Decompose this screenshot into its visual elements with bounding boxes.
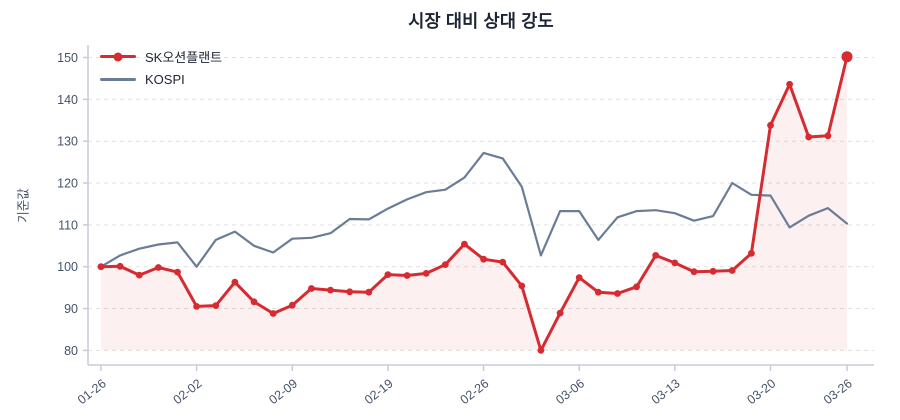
sk-marker xyxy=(786,80,793,88)
sk-marker xyxy=(728,267,736,274)
sk-marker xyxy=(155,264,162,271)
x-tick-label: 03-26 xyxy=(821,376,855,407)
sk-marker xyxy=(767,121,774,129)
sk-marker xyxy=(480,255,487,263)
sk-marker xyxy=(499,258,507,266)
legend: SK오션플랜트 KOSPI xyxy=(100,47,222,87)
sk-marker xyxy=(575,274,583,281)
sk-marker xyxy=(308,285,315,292)
sk-marker xyxy=(614,290,621,297)
sk-marker xyxy=(384,271,392,278)
y-tick-label: 110 xyxy=(58,218,78,232)
sk-marker xyxy=(805,133,813,141)
sk-marker xyxy=(748,249,755,257)
legend-item-sk: SK오션플랜트 xyxy=(100,47,222,66)
legend-label-kospi: KOSPI xyxy=(145,72,185,87)
sk-marker xyxy=(135,271,143,279)
y-axis-label: 기준값 xyxy=(16,188,31,223)
y-tick-label: 90 xyxy=(64,302,78,316)
sk-marker xyxy=(422,270,430,277)
sk-marker xyxy=(652,252,660,259)
sk-marker xyxy=(461,240,468,248)
y-tick-label: 140 xyxy=(57,93,78,107)
legend-label-sk: SK오션플랜트 xyxy=(145,50,223,65)
sk-area-fill xyxy=(101,56,847,351)
y-tick-label: 80 xyxy=(64,344,78,358)
sk-marker xyxy=(824,132,832,140)
sk-marker xyxy=(594,288,602,296)
x-tick-label: 03-20 xyxy=(745,376,779,407)
x-tick-label: 03-06 xyxy=(553,376,587,407)
y-tick-label: 150 xyxy=(57,51,78,65)
sk-marker xyxy=(269,310,277,317)
sk-marker xyxy=(556,309,564,317)
x-tick-label: 02-19 xyxy=(362,376,396,407)
sk-marker xyxy=(193,303,201,310)
legend-dot-sk-icon xyxy=(113,52,123,61)
x-tick-label: 02-26 xyxy=(458,376,492,407)
x-tick-label: 02-02 xyxy=(171,376,205,407)
legend-line-kospi-icon xyxy=(100,78,136,81)
y-tick-label: 120 xyxy=(57,177,78,191)
sk-marker xyxy=(231,278,239,286)
sk-marker xyxy=(537,347,545,354)
sk-marker xyxy=(633,283,640,291)
sk-marker xyxy=(518,282,526,290)
sk-marker xyxy=(365,288,373,296)
sk-marker xyxy=(97,263,105,271)
sk-marker xyxy=(690,268,698,276)
sk-marker xyxy=(116,262,124,270)
sk-marker xyxy=(671,259,679,267)
sk-marker xyxy=(841,51,853,63)
sk-marker xyxy=(709,267,717,275)
legend-item-kospi: KOSPI xyxy=(100,72,222,87)
chart-title: 시장 대비 상대 강도 xyxy=(408,11,554,31)
legend-line-sk-icon xyxy=(100,52,136,61)
sk-line xyxy=(99,55,849,352)
sk-marker xyxy=(174,268,181,276)
x-tick-label: 03-13 xyxy=(649,376,683,407)
x-tick-label: 01-26 xyxy=(75,376,109,407)
sk-marker xyxy=(250,298,258,306)
sk-marker xyxy=(346,288,354,296)
sk-marker xyxy=(288,301,296,309)
sk-marker xyxy=(212,302,220,309)
sk-marker xyxy=(327,286,334,294)
y-tick-label: 100 xyxy=(57,260,78,274)
y-tick-label: 130 xyxy=(57,135,78,149)
kospi-line xyxy=(99,151,849,268)
x-tick-label: 02-09 xyxy=(266,376,300,407)
sk-marker xyxy=(403,272,411,279)
sk-marker xyxy=(441,261,449,268)
